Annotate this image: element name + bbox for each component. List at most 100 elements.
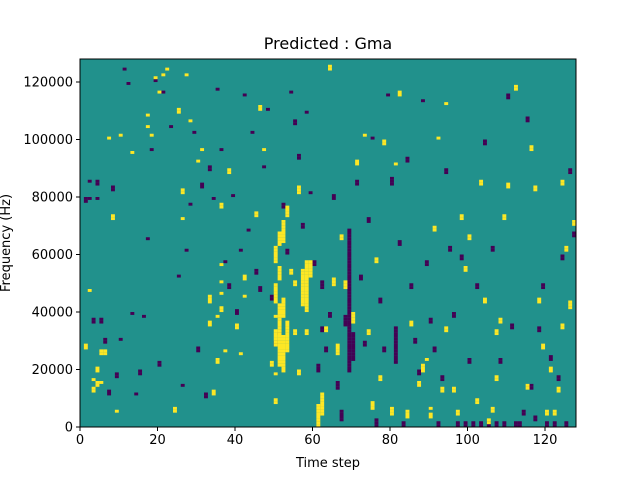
heatmap-cell-high xyxy=(320,404,325,407)
heatmap-cell-high xyxy=(219,309,224,313)
heatmap-cell-high xyxy=(300,297,305,301)
heatmap-cell-high xyxy=(277,346,282,350)
heatmap-cell-high xyxy=(304,263,309,267)
y-tick-label: 80000 xyxy=(32,191,73,206)
heatmap-cell-low xyxy=(556,378,561,382)
heatmap-cell-low xyxy=(347,355,352,359)
heatmap-cell-low xyxy=(138,369,143,373)
heatmap-cell-high xyxy=(215,314,220,318)
x-axis-label: Time step xyxy=(295,456,360,471)
heatmap-cell-low xyxy=(533,418,538,422)
heatmap-cell-high xyxy=(277,314,282,318)
heatmap-cell-low xyxy=(432,349,437,353)
heatmap-cell-low xyxy=(347,343,352,347)
heatmap-cell-high xyxy=(83,343,88,347)
heatmap-cell-high xyxy=(339,237,344,241)
heatmap-cell-low xyxy=(83,197,88,200)
heatmap-cell-high xyxy=(440,386,445,390)
heatmap-cell-high xyxy=(440,389,445,393)
heatmap-cell-high xyxy=(459,214,464,218)
heatmap-cell-low xyxy=(490,248,495,252)
heatmap-cell-low xyxy=(347,320,352,324)
heatmap-cell-low xyxy=(297,153,301,157)
heatmap-cell-high xyxy=(390,412,394,416)
y-tick-label: 60000 xyxy=(32,248,73,263)
heatmap-cell-low xyxy=(548,358,553,361)
y-tick-label: 20000 xyxy=(32,363,73,378)
heatmap-cell-low xyxy=(316,366,321,370)
heatmap-cell-high xyxy=(114,409,119,413)
heatmap-cell-low xyxy=(87,179,92,183)
heatmap-cell-high xyxy=(421,363,425,367)
heatmap-cell-low xyxy=(506,93,511,97)
heatmap-cell-high xyxy=(215,360,220,364)
heatmap-cell-high xyxy=(273,340,278,344)
heatmap-cell-high xyxy=(161,73,166,77)
heatmap-cell-high xyxy=(149,133,154,137)
plot-area xyxy=(79,58,577,428)
heatmap-cell-high xyxy=(99,381,104,384)
heatmap-cell-low xyxy=(359,274,363,278)
heatmap-cell-low xyxy=(572,231,577,235)
heatmap-cell-high xyxy=(211,389,216,393)
heatmap-cell-low xyxy=(95,179,100,183)
heatmap-cell-low xyxy=(409,283,414,287)
y-axis: 0 20000 40000 60000 80000 100000 120000 xyxy=(23,76,80,436)
heatmap-cell-low xyxy=(269,294,274,298)
heatmap-cell-low xyxy=(111,185,115,189)
heatmap-cell-low xyxy=(347,314,352,318)
heatmap-cell-high xyxy=(335,343,340,347)
heatmap-cell-high xyxy=(95,369,100,373)
heatmap-cell-low xyxy=(335,381,340,384)
heatmap-cell-low xyxy=(506,96,511,100)
heatmap-cell-low xyxy=(393,337,398,341)
heatmap-cell-high xyxy=(227,168,232,172)
heatmap-cell-high xyxy=(494,375,499,379)
heatmap-cell-high xyxy=(281,220,286,223)
heatmap-cell-high xyxy=(568,306,573,310)
heatmap-cell-low xyxy=(250,130,255,134)
y-tick-label: 120000 xyxy=(23,76,73,91)
heatmap-cell-high xyxy=(397,90,402,94)
heatmap-cell-low xyxy=(486,424,491,428)
heatmap-cell-low xyxy=(343,317,348,321)
heatmap-cell-high xyxy=(285,346,290,350)
heatmap-cell-low xyxy=(374,418,379,422)
heatmap-cell-high xyxy=(262,148,267,152)
heatmap-cell-high xyxy=(277,363,282,367)
heatmap-cell-high xyxy=(281,222,286,226)
heatmap-cell-low xyxy=(328,314,332,318)
heatmap-cell-high xyxy=(320,395,325,399)
heatmap-cell-high xyxy=(285,208,290,212)
heatmap-cell-low xyxy=(479,421,484,425)
heatmap-cell-low xyxy=(347,268,352,272)
x-tick-label: 20 xyxy=(149,433,166,448)
heatmap-cell-low xyxy=(347,231,352,235)
heatmap-cell-low xyxy=(366,220,371,223)
heatmap-cell-high xyxy=(180,188,185,192)
heatmap-cell-high xyxy=(308,274,313,278)
heatmap-cell-high xyxy=(277,355,282,359)
heatmap-cell-low xyxy=(347,277,352,281)
heatmap-cell-low xyxy=(347,291,352,295)
heatmap-cell-low xyxy=(204,395,208,399)
heatmap-cell-high xyxy=(176,110,181,114)
y-tick-label: 0 xyxy=(65,421,73,436)
heatmap-background xyxy=(80,59,576,427)
heatmap-cell-high xyxy=(545,412,549,416)
heatmap-cell-high xyxy=(273,289,278,292)
heatmap-cell-high xyxy=(87,289,92,292)
heatmap-cell-high xyxy=(281,360,286,364)
heatmap-cell-high xyxy=(304,297,309,301)
heatmap-cell-low xyxy=(490,245,495,249)
heatmap-cell-low xyxy=(347,294,352,298)
heatmap-cell-high xyxy=(273,314,278,318)
heatmap-cell-high xyxy=(316,421,321,425)
heatmap-cell-low xyxy=(498,358,503,361)
heatmap-cell-high xyxy=(111,217,115,221)
heatmap-cell-high xyxy=(300,300,305,304)
heatmap-cell-high xyxy=(320,401,325,405)
heatmap-cell-high xyxy=(91,386,96,390)
heatmap-cell-low xyxy=(362,343,367,347)
heatmap-cell-high xyxy=(452,386,456,390)
